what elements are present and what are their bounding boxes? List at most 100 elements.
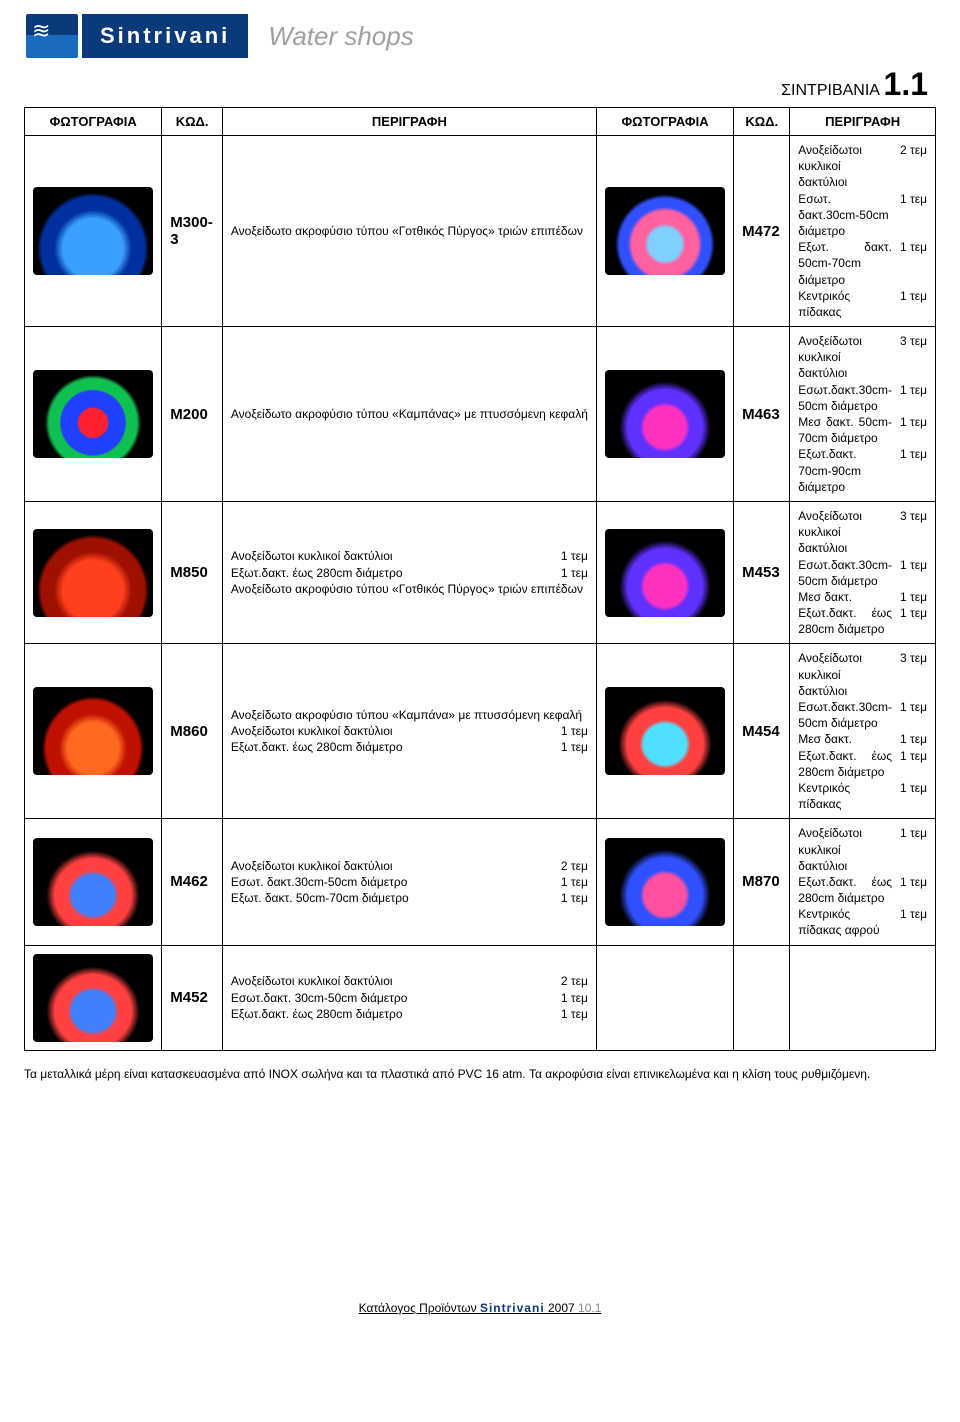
- fountain-thumbnail: [33, 838, 153, 926]
- footnote: Τα μεταλλικά μέρη είναι κατασκευασμένα α…: [24, 1067, 936, 1081]
- photo-cell: [596, 945, 733, 1050]
- catalog-table: ΦΩΤΟΓΡΑΦΙΑ ΚΩΔ. ΠΕΡΙΓΡΑΦΗ ΦΩΤΟΓΡΑΦΙΑ ΚΩΔ…: [24, 107, 936, 1051]
- footer-brand: Sintrivani: [480, 1301, 545, 1315]
- description-line: Εξωτ.δακτ. έως 280cm διάμετρο1 τεμ: [231, 565, 588, 581]
- fountain-thumbnail: [33, 187, 153, 275]
- code-cell: Μ860: [162, 644, 223, 819]
- header-subtitle: Water shops: [268, 21, 413, 52]
- desc-qty: 1 τεμ: [900, 874, 927, 906]
- desc-text: Εξωτ.δακτ. έως 280cm διάμετρο: [231, 565, 553, 581]
- code-cell: Μ452: [162, 945, 223, 1050]
- fountain-thumbnail: [33, 954, 153, 1042]
- description-cell: Ανοξείδωτο ακροφύσιο τύπου «Καμπάνα» με …: [222, 644, 596, 819]
- desc-text: Εσωτ. δακτ.30cm-50cm διάμετρο: [798, 191, 892, 240]
- code-cell: Μ850: [162, 501, 223, 644]
- description-line: Μεσ δακτ.1 τεμ: [798, 731, 927, 747]
- desc-text: Εσωτ.δακτ.30cm-50cm διάμετρο: [798, 382, 892, 414]
- page-title-number: 1.1: [884, 66, 928, 102]
- description-cell: Ανοξείδωτοι κυκλικοί δακτύλιοι1 τεμΕξωτ.…: [790, 819, 936, 945]
- desc-text: Εσωτ.δακτ. 30cm-50cm διάμετρο: [231, 990, 553, 1006]
- desc-text: Ανοξείδωτο ακροφύσιο τύπου «Γοτθικός Πύρ…: [231, 223, 588, 239]
- table-row: Μ462Ανοξείδωτοι κυκλικοί δακτύλιοι2 τεμΕ…: [25, 819, 936, 945]
- desc-text: Ανοξείδωτοι κυκλικοί δακτύλιοι: [798, 333, 892, 382]
- col-desc-2: ΠΕΡΙΓΡΑΦΗ: [790, 108, 936, 136]
- col-code-2: ΚΩΔ.: [734, 108, 790, 136]
- description-line: Ανοξείδωτοι κυκλικοί δακτύλιοι2 τεμ: [231, 858, 588, 874]
- description-line: Εξωτ.δακτ. έως 280cm διάμετρο1 τεμ: [798, 748, 927, 780]
- code-cell: [734, 945, 790, 1050]
- description-line: Εξωτ.δακτ. 70cm-90cm διάμετρο1 τεμ: [798, 446, 927, 495]
- desc-text: Κεντρικός πίδακας αφρού: [798, 906, 892, 938]
- fountain-thumbnail: [605, 370, 725, 458]
- code-cell: Μ870: [734, 819, 790, 945]
- description-line: Κεντρικός πίδακας αφρού1 τεμ: [798, 906, 927, 938]
- description-line: Εξωτ.δακτ. έως 280cm διάμετρο1 τεμ: [231, 1006, 588, 1022]
- logo-mark-icon: [26, 14, 78, 58]
- code-cell: Μ463: [734, 327, 790, 502]
- desc-qty: 1 τεμ: [900, 191, 927, 240]
- footer-year: 2007: [545, 1301, 578, 1315]
- photo-cell: [596, 136, 733, 327]
- desc-text: Εξωτ. δακτ. 50cm-70cm διάμετρο: [231, 890, 553, 906]
- table-row: Μ200 Ανοξείδωτο ακροφύσιο τύπου «Καμπάνας…: [25, 327, 936, 502]
- desc-text: Ανοξείδωτο ακροφύσιο τύπου «Καμπάνας» με…: [231, 406, 588, 422]
- description-line: Ανοξείδωτοι κυκλικοί δακτύλιοι 3 τεμ: [798, 333, 927, 382]
- desc-qty: 1 τεμ: [900, 589, 927, 605]
- description-line: Εξωτ.δακτ. έως 280cm διάμετρο1 τεμ: [798, 605, 927, 637]
- page-title: ΣΙΝΤΡΙΒΑΝΙΑ 1.1: [24, 66, 936, 103]
- desc-qty: 1 τεμ: [900, 446, 927, 495]
- photo-cell: [25, 136, 162, 327]
- desc-qty: 1 τεμ: [900, 414, 927, 446]
- description-line: Ανοξείδωτοι κυκλικοί δακτύλιοι1 τεμ: [798, 825, 927, 874]
- description-line: Εξωτ.δακτ. έως 280cm διάμετρο1 τεμ: [231, 739, 588, 755]
- description-line: Εσωτ. δακτ.30cm-50cm διάμετρο 1 τεμ: [798, 191, 927, 240]
- desc-text: Ανοξείδωτοι κυκλικοί δακτύλιοι: [231, 723, 553, 739]
- desc-qty: 2 τεμ: [900, 142, 927, 191]
- description-line: Εσωτ. δακτ.30cm-50cm διάμετρο 1 τεμ: [231, 874, 588, 890]
- fountain-thumbnail: [33, 529, 153, 617]
- desc-text: Ανοξείδωτο ακροφύσιο τύπου «Καμπάνα» με …: [231, 707, 588, 723]
- code-cell: Μ200: [162, 327, 223, 502]
- desc-qty: 1 τεμ: [900, 731, 927, 747]
- col-desc-1: ΠΕΡΙΓΡΑΦΗ: [222, 108, 596, 136]
- table-row: Μ850Ανοξείδωτοι κυκλικοί δακτύλιοι1 τεμΕ…: [25, 501, 936, 644]
- photo-cell: [25, 819, 162, 945]
- desc-text: Ανοξείδωτοι κυκλικοί δακτύλιοι: [231, 973, 553, 989]
- fountain-thumbnail: [605, 529, 725, 617]
- desc-text: Ανοξείδωτοι κυκλικοί δακτύλιοι: [798, 825, 892, 874]
- footer: Κατάλογος Προϊόντων Sintrivani 2007 10.1: [24, 1301, 936, 1315]
- table-header-row: ΦΩΤΟΓΡΑΦΙΑ ΚΩΔ. ΠΕΡΙΓΡΑΦΗ ΦΩΤΟΓΡΑΦΙΑ ΚΩΔ…: [25, 108, 936, 136]
- desc-qty: 3 τεμ: [900, 650, 927, 699]
- desc-text: Εξωτ.δακτ. έως 280cm διάμετρο: [231, 739, 553, 755]
- description-line: Μεσ δακτ. 1 τεμ: [798, 589, 927, 605]
- desc-qty: 2 τεμ: [561, 858, 588, 874]
- desc-text: Εσωτ.δακτ.30cm-50cm διάμετρο: [798, 557, 892, 589]
- desc-qty: 1 τεμ: [900, 605, 927, 637]
- photo-cell: [596, 501, 733, 644]
- desc-qty: 3 τεμ: [900, 333, 927, 382]
- desc-qty: 1 τεμ: [561, 548, 588, 564]
- description-line: Μεσ δακτ. 50cm-70cm διάμετρο 1 τεμ: [798, 414, 927, 446]
- desc-qty: 1 τεμ: [900, 780, 927, 812]
- desc-text: Εξωτ. δακτ. 50cm-70cm διάμετρο: [798, 239, 892, 288]
- col-photo-1: ΦΩΤΟΓΡΑΦΙΑ: [25, 108, 162, 136]
- desc-text: Ανοξείδωτο ακροφύσιο τύπου «Γοτθικός Πύρ…: [231, 581, 588, 597]
- desc-qty: 1 τεμ: [561, 890, 588, 906]
- desc-text: Μεσ δακτ. 50cm-70cm διάμετρο: [798, 414, 892, 446]
- photo-cell: [25, 644, 162, 819]
- desc-text: Εσωτ.δακτ.30cm-50cm διάμετρο: [798, 699, 892, 731]
- table-row: Μ860 Ανοξείδωτο ακροφύσιο τύπου «Καμπάνα»…: [25, 644, 936, 819]
- footer-prefix: Κατάλογος Προϊόντων: [359, 1301, 480, 1315]
- desc-qty: 1 τεμ: [900, 239, 927, 288]
- description-cell: [790, 945, 936, 1050]
- desc-qty: 1 τεμ: [561, 874, 588, 890]
- desc-text: Μεσ δακτ.: [798, 589, 892, 605]
- desc-text: Εσωτ. δακτ.30cm-50cm διάμετρο: [231, 874, 553, 890]
- desc-qty: 1 τεμ: [900, 382, 927, 414]
- desc-qty: 1 τεμ: [900, 699, 927, 731]
- code-cell: Μ300-3: [162, 136, 223, 327]
- description-line: Εξωτ.δακτ. έως 280cm διάμετρο1 τεμ: [798, 874, 927, 906]
- desc-text: Εξωτ.δακτ. έως 280cm διάμετρο: [798, 748, 892, 780]
- desc-qty: 2 τεμ: [561, 973, 588, 989]
- description-line: Εσωτ.δακτ. 30cm-50cm διάμετρο1 τεμ: [231, 990, 588, 1006]
